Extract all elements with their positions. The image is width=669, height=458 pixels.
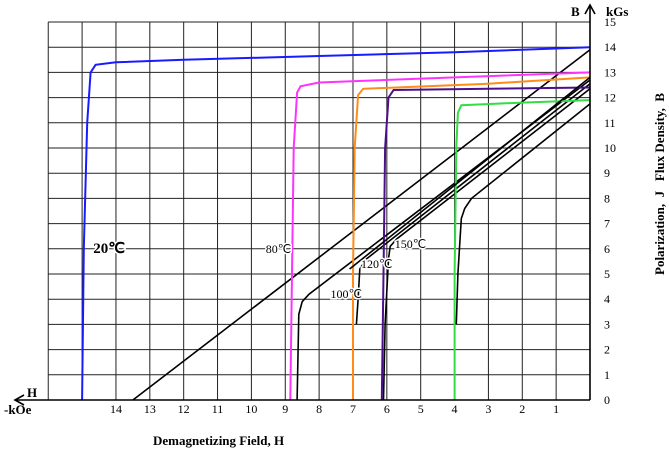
y-tick-label: 11 [604, 116, 616, 130]
y-tick-label: 12 [604, 91, 616, 105]
curve-label: 120℃ [361, 257, 392, 271]
y-tick-label: 14 [604, 40, 616, 54]
x-tick-label: 6 [384, 402, 390, 416]
flux-density-curve-3 [296, 79, 591, 401]
y-tick-label: 8 [604, 191, 610, 205]
x-tick-label: 1 [553, 402, 559, 416]
x-axis-symbol: H [27, 385, 37, 400]
y-tick-label: 0 [604, 393, 610, 407]
y-tick-label: 5 [604, 267, 610, 281]
curve-label: 100℃ [330, 287, 361, 301]
y-tick-label: 10 [604, 141, 616, 155]
flux-density-curve-7 [382, 88, 591, 401]
y-tick-label: 3 [604, 317, 610, 331]
x-tick-label: 4 [452, 402, 458, 416]
x-axis-label: Demagnetizing Field, H [153, 433, 284, 448]
flux-density-curve-9 [455, 103, 591, 325]
curve-label: 80℃ [266, 242, 291, 256]
x-tick-label: 14 [110, 402, 122, 416]
y-axis-arrow-icon [584, 3, 596, 15]
flux-density-curve-5 [355, 83, 591, 325]
polarization-curve-2 [289, 71, 591, 401]
y-tick-label: 4 [604, 292, 610, 306]
x-tick-label: 5 [418, 402, 424, 416]
y-axis-unit: kGs [606, 4, 628, 19]
x-axis-unit: -kOe [4, 402, 32, 417]
x-tick-label: 12 [178, 402, 190, 416]
grid [47, 21, 591, 401]
y-tick-label: 15 [604, 15, 616, 29]
y-axis-symbol: B [571, 4, 580, 19]
y-tick-label: 2 [604, 343, 610, 357]
polarization-curve-4 [352, 76, 591, 400]
flux-density-curve-1 [132, 49, 591, 401]
flux-density-curve-10 [349, 76, 591, 270]
x-tick-label: 2 [519, 402, 525, 416]
x-tick-label: 11 [212, 402, 224, 416]
x-tick-label: 9 [282, 402, 288, 416]
x-tick-label: 10 [245, 402, 257, 416]
x-axis-arrow-icon [13, 394, 25, 406]
x-tick-label: 3 [485, 402, 491, 416]
y-tick-label: 13 [604, 65, 616, 79]
curves [81, 46, 591, 401]
x-tick-label: 8 [316, 402, 322, 416]
tick-labels: 14 13 12 11 10 9 8 7 6 5 4 3 2 1012345678910111213141… [110, 15, 616, 416]
curve-label: 150℃ [395, 237, 426, 251]
y-tick-label: 9 [604, 166, 610, 180]
x-tick-label: 13 [144, 402, 156, 416]
y-tick-label: 7 [604, 217, 610, 231]
y-tick-label: 1 [604, 368, 610, 382]
curve-label: 20℃ [93, 241, 125, 257]
x-tick-label: 7 [350, 402, 356, 416]
y-tick-label: 6 [604, 242, 610, 256]
polarization-curve-8 [453, 99, 591, 400]
polarization-curve-0 [81, 46, 591, 401]
y-axis-label: Polarization, J Flux Density, B [652, 93, 667, 275]
polarization-curve-6 [380, 86, 591, 401]
